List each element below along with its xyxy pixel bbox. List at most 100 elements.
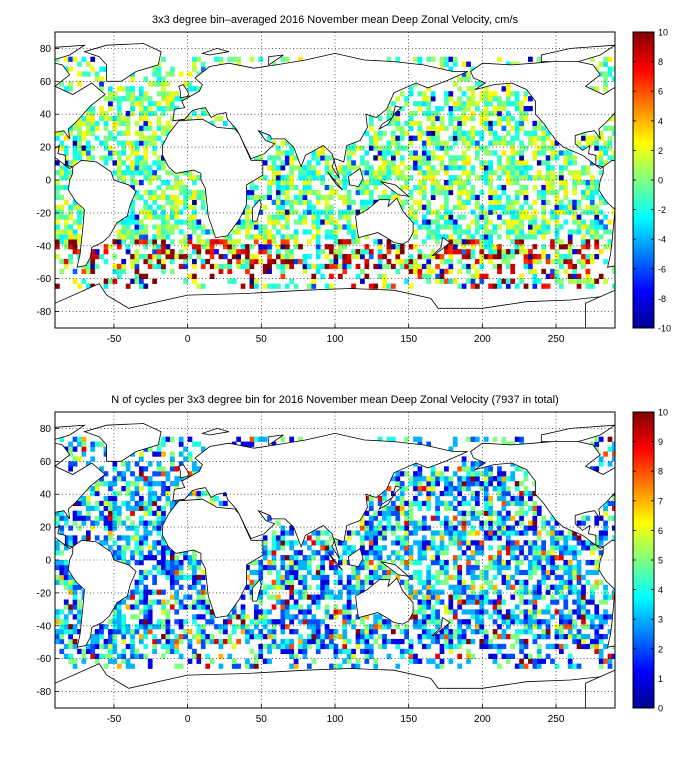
bin-cell (139, 624, 144, 630)
bin-cell (452, 160, 458, 166)
bin-cell (125, 481, 131, 487)
bin-cell (567, 579, 573, 585)
bin-cell (585, 170, 591, 176)
bin-cell (183, 550, 188, 556)
bin-cell (585, 579, 591, 585)
bin-cell (364, 249, 370, 255)
bin-cell (200, 283, 206, 289)
bin-cell (81, 648, 87, 655)
bin-cell (77, 130, 82, 136)
bin-cell (470, 584, 476, 590)
bin-cell (293, 614, 299, 620)
bin-cell (139, 545, 144, 551)
bin-cell (532, 199, 538, 205)
bin-cell (103, 244, 109, 250)
bin-cell (342, 170, 348, 176)
bin-cell (236, 614, 241, 620)
bin-cell (59, 629, 65, 635)
bin-cell (514, 436, 520, 442)
bin-cell (448, 234, 454, 240)
bin-cell (444, 101, 449, 107)
bin-cell (523, 569, 529, 576)
bin-cell (165, 120, 171, 127)
bin-cell (488, 130, 493, 136)
bin-cell (545, 219, 551, 225)
bin-cell (488, 584, 493, 590)
bin-cell (421, 155, 427, 161)
bin-cell (585, 209, 591, 215)
bin-cell (404, 180, 409, 186)
bin-cell (280, 436, 286, 442)
bin-cell (461, 150, 467, 156)
bin-cell (461, 239, 467, 245)
bin-cell (448, 540, 454, 546)
bin-cell (209, 638, 215, 645)
bin-cell (377, 244, 383, 250)
bin-cell (125, 594, 131, 600)
bin-cell (307, 638, 312, 645)
bin-cell (355, 584, 361, 590)
bin-cell (284, 283, 290, 289)
bin-cell (444, 500, 449, 507)
bin-cell (536, 555, 542, 561)
bin-cell (585, 254, 591, 260)
bin-cell (448, 629, 454, 635)
bin-cell (559, 199, 564, 205)
bin-cell (112, 520, 118, 526)
bin-cell (594, 634, 600, 640)
bin-cell (68, 579, 73, 585)
bin-cell (311, 550, 317, 556)
bin-cell (315, 638, 321, 645)
bin-cell (258, 569, 264, 576)
bin-cell (169, 564, 175, 571)
bin-cell (421, 150, 427, 156)
bin-cell (585, 614, 591, 620)
bin-cell (457, 584, 463, 590)
bin-cell (444, 214, 449, 220)
bin-cell (475, 194, 480, 201)
bin-cell (563, 189, 569, 196)
bin-cell (169, 199, 175, 205)
bin-cell (63, 629, 69, 635)
bin-cell (417, 155, 423, 161)
bin-cell (152, 209, 157, 215)
bin-cell (457, 115, 463, 122)
bin-cell (559, 175, 564, 181)
bin-cell (598, 530, 604, 536)
bin-cell (514, 96, 520, 102)
bin-cell (519, 658, 524, 664)
bin-cell (293, 604, 299, 610)
bin-cell (417, 436, 423, 442)
x-tick-label: 100 (327, 334, 344, 345)
bin-cell (492, 170, 498, 176)
bin-cell (439, 155, 445, 161)
bin-cell (368, 629, 374, 635)
y-tick-label: -40 (37, 621, 52, 632)
bin-cell (245, 209, 250, 215)
bin-cell (165, 495, 171, 502)
bin-cell (488, 175, 493, 181)
bin-cell (59, 229, 65, 235)
bin-cell (108, 486, 113, 492)
bin-cell (598, 540, 604, 546)
bin-cell (311, 574, 317, 581)
bin-cell (134, 461, 140, 467)
bin-cell (377, 545, 383, 551)
bin-cell (324, 643, 330, 650)
bin-cell (161, 125, 166, 131)
bin-cell (439, 115, 445, 122)
bin-cell (311, 273, 317, 279)
bin-cell (426, 234, 432, 240)
bin-cell (448, 619, 454, 625)
bin-cell (448, 446, 454, 452)
bin-cell (545, 160, 551, 166)
bin-cell (536, 545, 542, 551)
bin-cell (165, 91, 171, 97)
bin-cell (346, 589, 352, 595)
bin-cell (360, 545, 365, 551)
bin-cell (192, 219, 197, 225)
bin-cell (77, 239, 82, 245)
bin-cell (121, 140, 127, 146)
bin-cell (519, 619, 524, 625)
bin-cell (399, 495, 405, 502)
